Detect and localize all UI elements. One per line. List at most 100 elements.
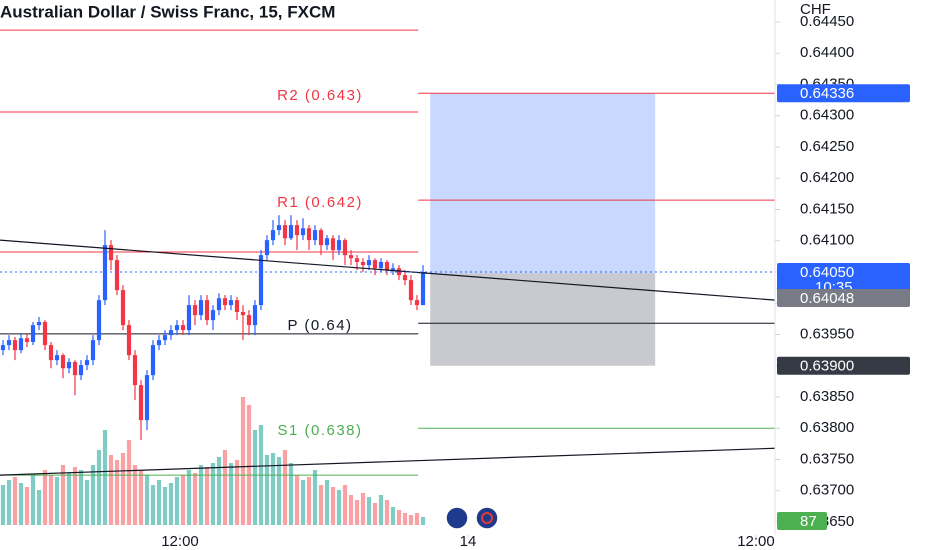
volume-bar <box>306 477 312 525</box>
flag-chf <box>475 506 499 530</box>
volume-bar <box>78 470 84 525</box>
current-price-badge: 0.64050 <box>800 264 854 281</box>
candle-body <box>96 300 102 341</box>
candle-body <box>372 260 378 269</box>
x-tick-label: 14 <box>460 533 477 550</box>
volume-bar <box>24 487 30 525</box>
chart-title: Australian Dollar / Swiss Franc, 15, FXC… <box>0 2 335 21</box>
candle-body <box>90 340 96 361</box>
volume-bar <box>168 483 174 525</box>
volume-bar <box>192 473 198 525</box>
volume-bar <box>72 467 78 525</box>
volume-bar <box>126 440 132 525</box>
volume-bar <box>390 507 396 525</box>
y-tick-label: 0.64250 <box>800 138 854 155</box>
volume-bar <box>6 480 12 525</box>
candle-body <box>174 325 180 331</box>
pivot-label: S1 (0.638) <box>277 422 362 439</box>
candle-body <box>156 340 162 346</box>
volume-bar <box>372 503 378 525</box>
candle-body <box>216 298 222 311</box>
volume-bar <box>108 455 114 525</box>
candle-body <box>162 335 168 341</box>
trendline <box>0 239 776 301</box>
volume-bar <box>12 477 18 525</box>
volume-bar <box>114 460 120 525</box>
candle-body <box>36 322 42 326</box>
volume-bar <box>138 470 144 525</box>
volume-bar <box>42 470 48 525</box>
volume-bar <box>354 500 360 525</box>
target-price-badge-bg <box>777 84 910 103</box>
candle-body <box>186 305 192 331</box>
candle-body <box>0 345 6 351</box>
candle-body <box>312 230 318 241</box>
y-tick-label: 0.63800 <box>800 419 854 436</box>
candle-body <box>270 230 276 241</box>
candle-body <box>258 255 264 306</box>
volume-bar <box>378 495 384 525</box>
entry-price-badge: 0.64048 <box>800 290 854 307</box>
volume-bar <box>366 497 372 525</box>
candle-body <box>150 345 156 376</box>
candle-body <box>84 360 90 366</box>
candle-body <box>192 305 198 316</box>
volume-bar <box>54 477 60 525</box>
y-tick-label: 0.64300 <box>800 107 854 124</box>
candle-body <box>306 228 312 241</box>
y-tick-label: 0.63850 <box>800 388 854 405</box>
candle-body <box>288 225 294 239</box>
candle-body <box>408 280 414 301</box>
volume-bar <box>234 460 240 525</box>
candle-body <box>60 355 66 369</box>
y-tick-label: 0.63750 <box>800 450 854 467</box>
candle-body <box>6 340 12 346</box>
candle-body <box>240 312 246 316</box>
candle-body <box>30 325 36 342</box>
candle-body <box>420 272 426 306</box>
volume-bar <box>294 475 300 525</box>
candle-body <box>300 228 306 236</box>
candle-body <box>126 325 132 356</box>
flag-aud <box>445 506 469 530</box>
trendline <box>0 447 776 476</box>
volume-badge-bg <box>777 512 827 530</box>
volume-bar <box>324 480 330 525</box>
volume-bar <box>198 465 204 525</box>
candle-body <box>252 305 258 326</box>
volume-bar <box>270 453 276 525</box>
candle-body <box>378 262 384 269</box>
candle-body <box>228 300 234 306</box>
volume-bar <box>264 455 270 525</box>
x-tick-label: 12:00 <box>737 533 775 550</box>
volume-bar <box>318 485 324 525</box>
candle-body <box>246 315 252 326</box>
currency-label: CHF <box>800 1 831 18</box>
candle-body <box>66 362 72 369</box>
volume-bar <box>348 495 354 525</box>
candle-body <box>318 230 324 246</box>
volume-bar <box>330 487 336 525</box>
top-layer: Australian Dollar / Swiss Franc, 15, FXC… <box>0 2 910 530</box>
candle-body <box>282 225 288 239</box>
pivot-label: R1 (0.642) <box>277 194 363 211</box>
candle-body <box>366 260 372 266</box>
loss-zone <box>430 273 656 366</box>
candle-body <box>180 325 186 331</box>
volume-bar <box>384 500 390 525</box>
currency-flags <box>445 506 499 530</box>
candle-body <box>18 338 24 351</box>
candle-body <box>360 262 366 266</box>
volume-bar <box>420 517 426 525</box>
entry-price-badge-bg <box>777 289 910 307</box>
candle-body <box>276 225 282 231</box>
candle-body <box>132 355 138 386</box>
volume-bar <box>336 490 342 525</box>
candle-body <box>54 355 60 361</box>
volume-bar <box>186 470 192 525</box>
volume-bar <box>18 483 24 525</box>
y-tick-label: 0.63700 <box>800 482 854 499</box>
volume-bar <box>360 493 366 525</box>
